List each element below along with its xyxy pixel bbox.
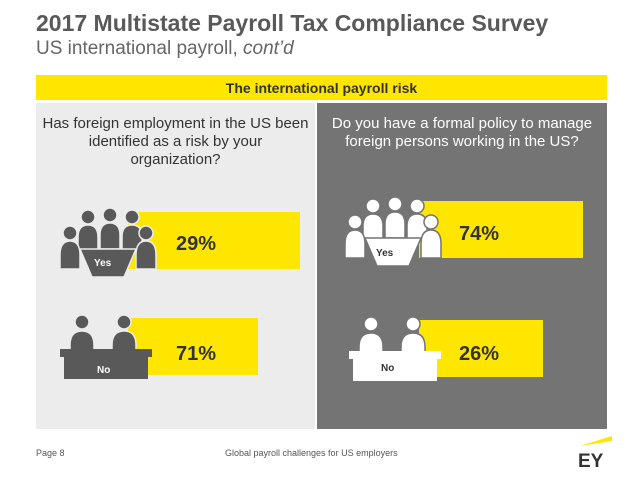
right-question: Do you have a formal policy to manage fo…	[331, 115, 593, 150]
right-yes-bar	[419, 201, 583, 258]
right-panel: Do you have a formal policy to manage fo…	[317, 103, 607, 429]
left-no-value: 71%	[176, 343, 217, 365]
right-no-value: 26%	[459, 343, 500, 365]
ey-logo: EY	[576, 434, 614, 472]
subtitle-text: US international payroll,	[36, 38, 238, 59]
left-no-bar	[128, 318, 258, 375]
right-no-bar	[419, 320, 543, 377]
left-question: Has foreign employment in the US been id…	[42, 115, 309, 168]
right-yes-value: 74%	[459, 223, 500, 245]
people-around-table-icon	[58, 207, 158, 282]
right-no-label: No	[381, 363, 395, 374]
section-banner: The international payroll risk	[36, 75, 607, 100]
people-around-table-icon	[343, 196, 443, 271]
left-panel: Has foreign employment in the US been id…	[36, 103, 315, 429]
ey-logo-text: EY	[578, 451, 604, 470]
left-yes-value: 29%	[176, 233, 217, 255]
left-no-label: No	[97, 365, 111, 376]
subtitle-italic: cont’d	[243, 38, 294, 59]
right-yes-label: Yes	[376, 248, 394, 259]
footer-caption: Global payroll challenges for US employe…	[225, 448, 398, 458]
page-subtitle: US international payroll, cont’d	[36, 38, 294, 60]
people-at-desk-icon	[58, 313, 158, 384]
page-title: 2017 Multistate Payroll Tax Compliance S…	[36, 10, 549, 36]
left-yes-label: Yes	[94, 258, 112, 269]
page-number: Page 8	[36, 448, 65, 458]
people-at-desk-icon	[347, 315, 447, 386]
